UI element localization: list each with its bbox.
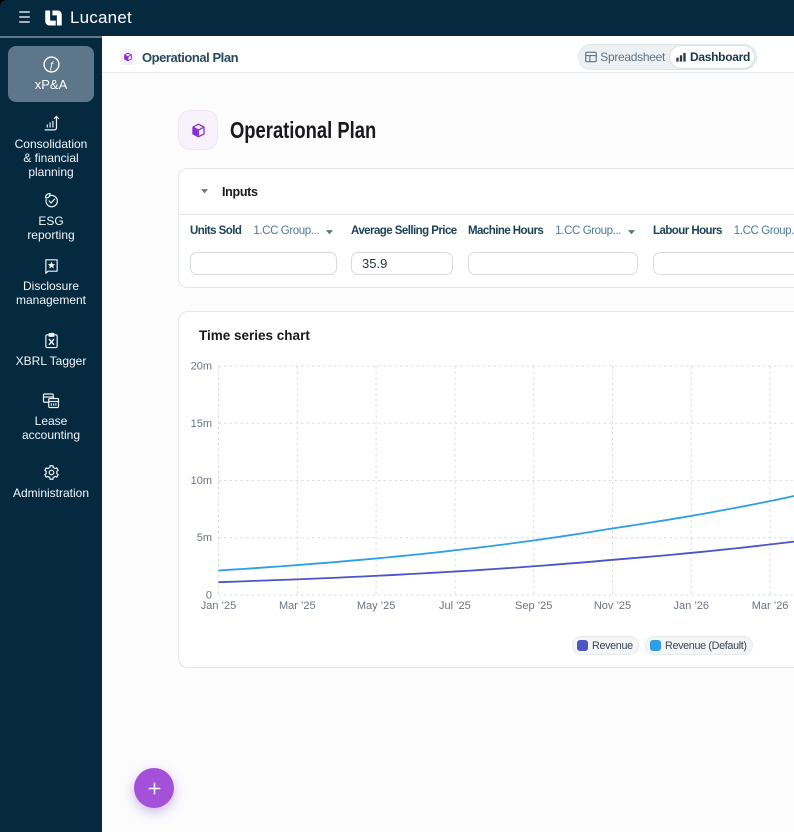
- svg-text:Nov ’25: Nov ’25: [594, 600, 631, 612]
- svg-text:Sep ’25: Sep ’25: [515, 600, 552, 612]
- svg-text:20m: 20m: [191, 361, 212, 373]
- svg-text:10m: 10m: [191, 475, 212, 487]
- svg-text:Jul ’25: Jul ’25: [439, 600, 471, 612]
- svg-text:May ’25: May ’25: [357, 600, 396, 612]
- svg-text:Jan ’25: Jan ’25: [201, 600, 236, 612]
- svg-text:Mar ’26: Mar ’26: [752, 600, 789, 612]
- svg-text:Mar ’25: Mar ’25: [279, 600, 316, 612]
- svg-text:ƒ: ƒ: [48, 60, 54, 71]
- svg-text:Jan ’26: Jan ’26: [674, 600, 709, 612]
- svg-text:5m: 5m: [197, 532, 212, 544]
- svg-text:15m: 15m: [191, 418, 212, 430]
- svg-text:0: 0: [206, 590, 212, 602]
